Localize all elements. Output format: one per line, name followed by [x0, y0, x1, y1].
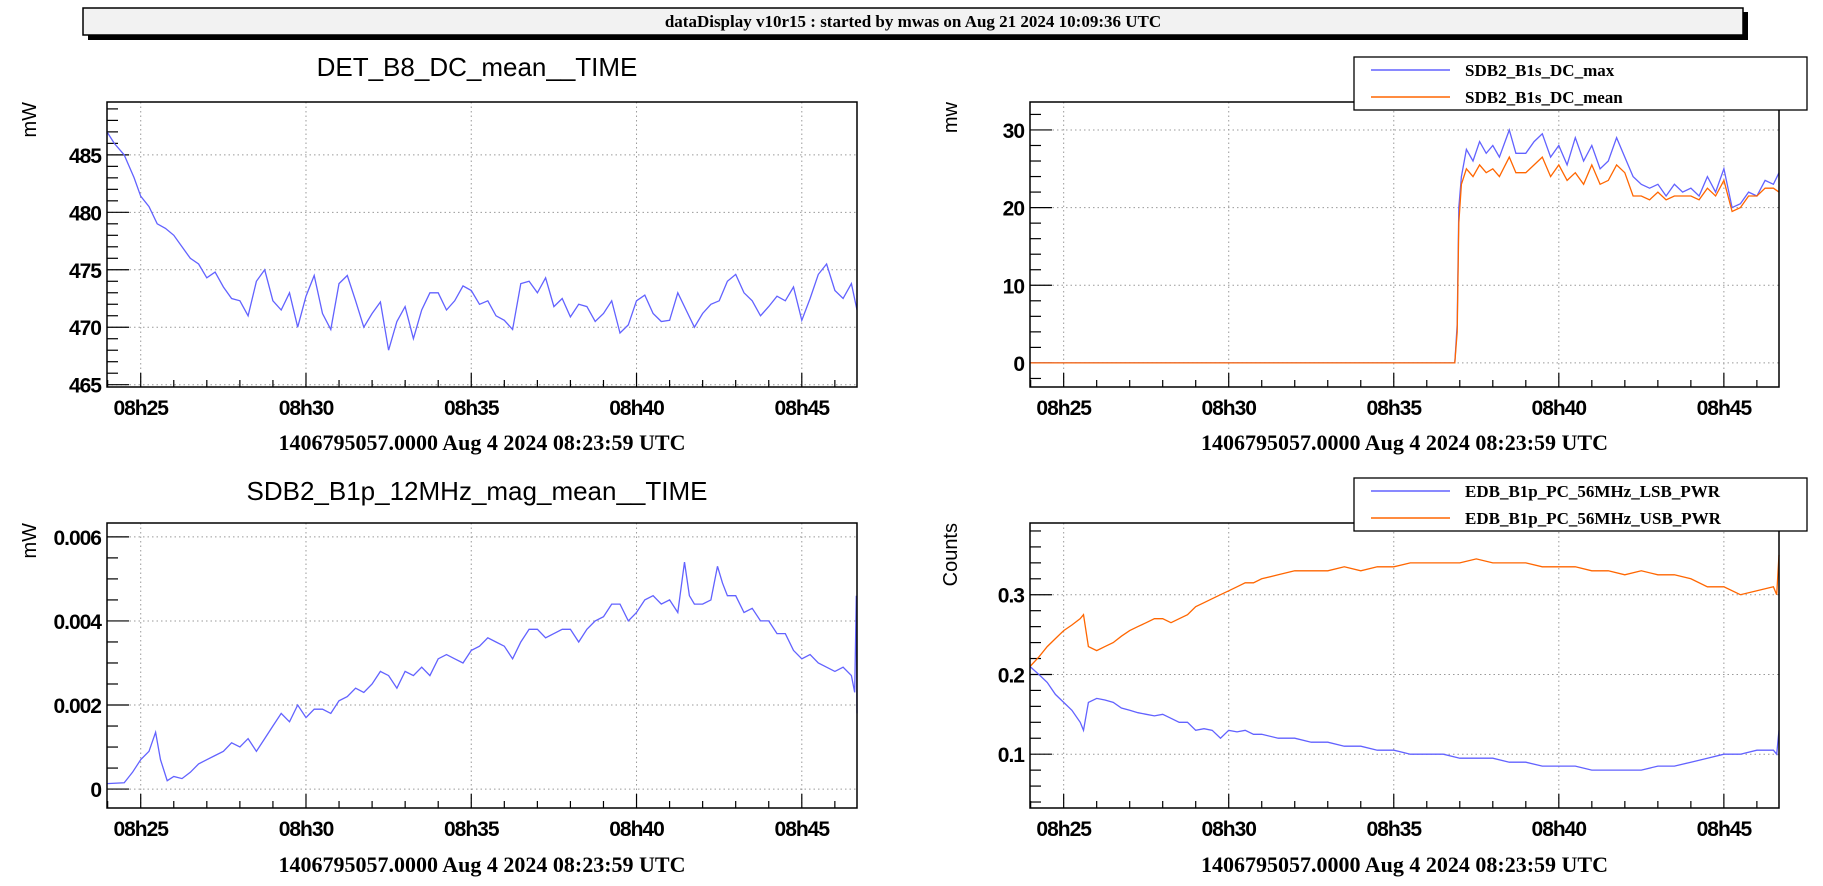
plot-background [107, 523, 857, 808]
plot-background [1030, 102, 1779, 387]
y-tick-label: 0.1 [998, 744, 1026, 767]
header-banner: dataDisplay v10r15 : started by mwas on … [82, 7, 1748, 40]
y-axis-label: mw [940, 101, 962, 133]
plot-panel-2: 08h25 08h30 08h35 08h40 08h45 0 10 20 30 mw 140679… [940, 56, 1808, 455]
y-axis-label: mW [19, 102, 41, 138]
y-tick-label: 0 [90, 779, 101, 802]
series-line-2 [1030, 155, 1780, 364]
y-tick-label: 0.004 [53, 611, 102, 634]
x-axis-caption: 1406795057.0000 Aug 4 2024 08:23:59 UTC [1201, 852, 1608, 877]
legend-box [1353, 56, 1808, 111]
y-tick-label: 480 [69, 202, 101, 225]
y-tick-label: 30 [1003, 120, 1025, 143]
plot-panel-1: 08h25 08h30 08h35 08h40 08h45 465 470 475 480 485… [19, 52, 858, 455]
x-axis-caption: 1406795057.0000 Aug 4 2024 08:23:59 UTC [1201, 430, 1608, 455]
y-tick-label: 0.006 [53, 527, 101, 550]
legend-entry: SDB2_B1s_DC_max [1465, 61, 1615, 80]
x-tick-label: 08h40 [1532, 818, 1587, 841]
plots-area: 08h25 08h30 08h35 08h40 08h45 465 470 475 480 485… [19, 52, 1808, 877]
y-tick-label: 0 [1013, 353, 1024, 376]
x-tick-label: 08h40 [609, 397, 664, 420]
series-line-1 [1030, 127, 1780, 364]
plot-background [107, 102, 857, 387]
y-tick-label: 20 [1003, 198, 1025, 221]
x-tick-label: 08h45 [1697, 818, 1753, 841]
legend-box [1353, 477, 1808, 532]
y-tick-label: 470 [69, 317, 101, 340]
plot-frame [106, 522, 858, 809]
y-tick-label: 485 [69, 145, 102, 168]
x-tick-label: 08h35 [444, 397, 500, 420]
header-title: dataDisplay v10r15 : started by mwas on … [665, 12, 1161, 31]
plot-title: SDB2_B1p_12MHz_mag_mean__TIME [246, 476, 707, 506]
x-tick-label: 08h30 [1201, 397, 1256, 420]
x-tick-label: 08h30 [279, 397, 334, 420]
x-tick-label: 08h30 [1201, 818, 1256, 841]
y-tick-label: 465 [69, 375, 102, 398]
x-tick-label: 08h25 [113, 818, 169, 841]
x-tick-label: 08h40 [1532, 397, 1587, 420]
series-line-1 [1029, 666, 1780, 771]
y-tick-label: 475 [69, 260, 102, 283]
series-line-1 [106, 562, 858, 785]
y-tick-label: 0.2 [998, 664, 1025, 687]
x-tick-label: 08h35 [1366, 818, 1422, 841]
x-tick-label: 08h35 [444, 818, 500, 841]
x-tick-label: 08h25 [113, 397, 169, 420]
legend-entry: EDB_B1p_PC_56MHz_LSB_PWR [1465, 482, 1721, 501]
plot-panel-3: 08h25 08h30 08h35 08h40 08h45 0 0.002 0.004 0.00… [19, 476, 858, 877]
plot-frame [106, 101, 858, 388]
x-axis-caption: 1406795057.0000 Aug 4 2024 08:23:59 UTC [278, 852, 685, 877]
plot-title: DET_B8_DC_mean__TIME [317, 52, 638, 82]
legend: SDB2_B1s_DC_max SDB2_B1s_DC_mean [1353, 56, 1808, 111]
y-axis-label: Counts [940, 523, 962, 586]
x-tick-label: 08h45 [775, 397, 831, 420]
x-tick-label: 08h25 [1036, 818, 1092, 841]
series-line-1 [106, 131, 858, 351]
x-tick-label: 08h30 [279, 818, 334, 841]
x-tick-label: 08h25 [1036, 397, 1092, 420]
x-tick-label: 08h40 [609, 818, 664, 841]
y-tick-label: 10 [1003, 275, 1025, 298]
legend: EDB_B1p_PC_56MHz_LSB_PWR EDB_B1p_PC_56MHz… [1353, 477, 1808, 532]
x-tick-label: 08h35 [1366, 397, 1422, 420]
y-tick-label: 0.3 [998, 585, 1025, 608]
plot-background [1030, 523, 1779, 808]
header-box [82, 7, 1744, 36]
plot-panel-4: 08h25 08h30 08h35 08h40 08h45 0.1 0.2 0.3 Counts… [940, 477, 1808, 877]
legend-entry: EDB_B1p_PC_56MHz_USB_PWR [1465, 509, 1722, 528]
legend-entry: SDB2_B1s_DC_mean [1465, 88, 1623, 107]
y-tick-label: 0.002 [53, 695, 101, 718]
x-axis-caption: 1406795057.0000 Aug 4 2024 08:23:59 UTC [278, 430, 685, 455]
x-tick-label: 08h45 [775, 818, 831, 841]
series-line-2 [1029, 554, 1780, 667]
y-axis-label: mW [19, 523, 41, 559]
x-tick-label: 08h45 [1697, 397, 1753, 420]
